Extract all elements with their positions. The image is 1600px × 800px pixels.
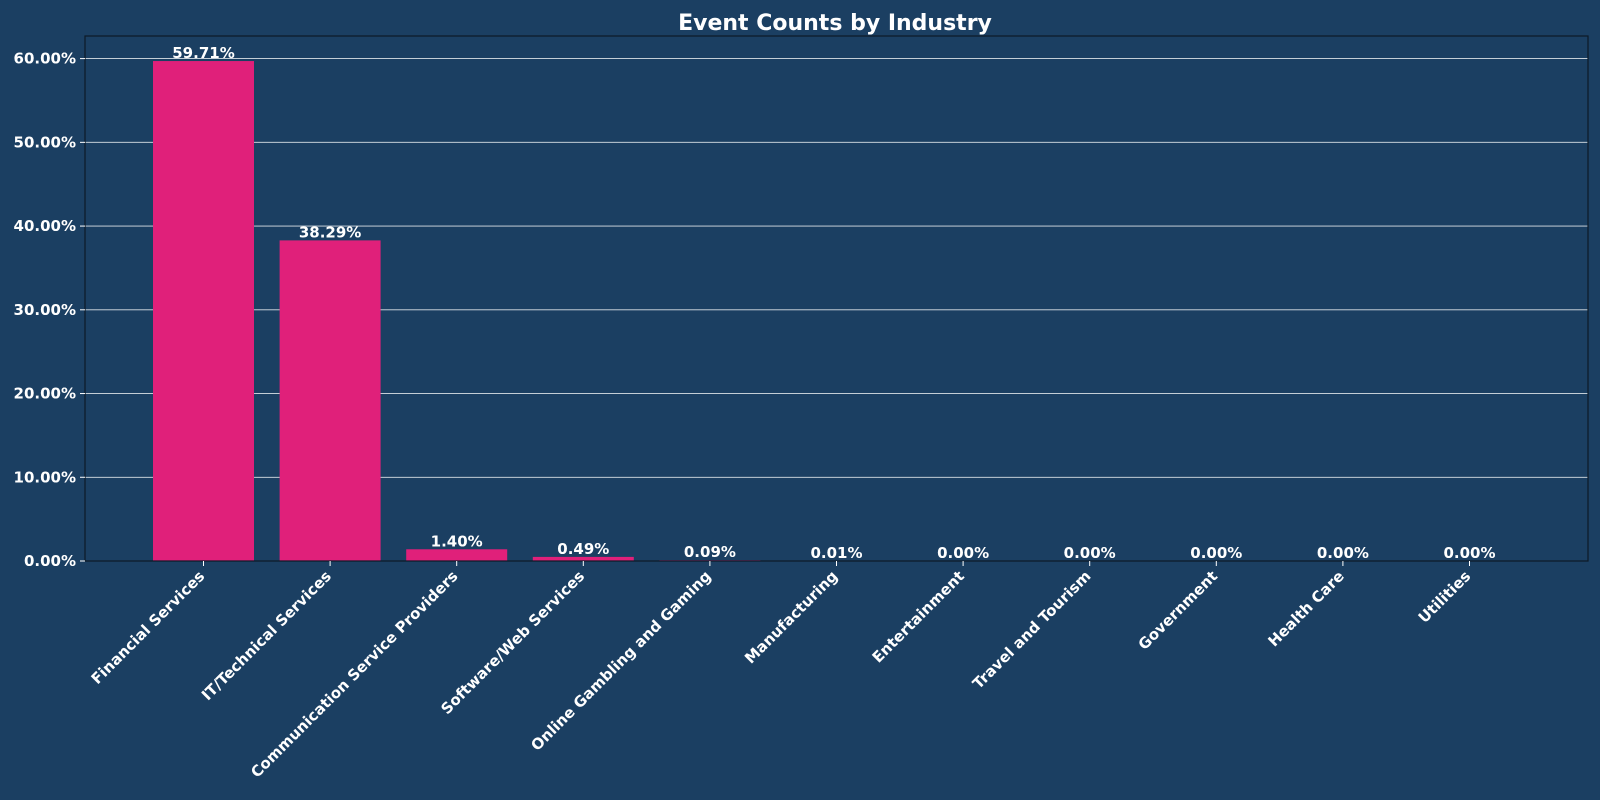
- data-label: 0.49%: [557, 540, 609, 558]
- data-label: 1.40%: [431, 532, 483, 550]
- y-tick-label: 30.00%: [14, 301, 76, 319]
- chart-title: Event Counts by Industry: [678, 11, 992, 36]
- x-category-label: Entertainment: [869, 567, 968, 666]
- x-category-label: Manufacturing: [741, 567, 841, 667]
- y-tick-label: 50.00%: [14, 133, 76, 151]
- data-label: 38.29%: [299, 223, 361, 241]
- data-label: 0.09%: [684, 543, 736, 561]
- y-tick-label: 0.00%: [24, 552, 76, 570]
- x-category-label: Government: [1135, 567, 1221, 653]
- bar: [406, 549, 508, 561]
- x-category-label: Communication Service Providers: [247, 567, 461, 781]
- x-category-label: Travel and Tourism: [969, 567, 1095, 693]
- data-label: 0.00%: [937, 544, 989, 562]
- data-label: 0.00%: [1190, 544, 1242, 562]
- bar: [153, 61, 254, 561]
- y-axis-ticks: 0.00% 10.00% 20.00% 30.00% 40.00% 50.00% 60.00…: [14, 50, 85, 570]
- y-tick-label: 40.00%: [14, 217, 76, 235]
- y-tick-label: 60.00%: [14, 50, 76, 68]
- y-tick-label: 10.00%: [14, 468, 76, 486]
- data-label: 0.01%: [810, 544, 862, 562]
- x-category-label: Software/Web Services: [437, 567, 588, 718]
- bar: [279, 240, 381, 561]
- y-tick-label: 20.00%: [14, 385, 76, 403]
- data-label: 0.00%: [1064, 544, 1116, 562]
- data-label: 59.71%: [172, 44, 234, 62]
- x-category-label: Financial Services: [88, 567, 209, 688]
- data-label: 0.00%: [1317, 544, 1369, 562]
- x-category-label: Health Care: [1264, 567, 1347, 650]
- x-category-label: IT/Technical Services: [198, 567, 335, 704]
- bars: [153, 61, 887, 561]
- bar: [532, 556, 634, 561]
- data-labels: 59.71% 38.29% 1.40% 0.49% 0.09% 0.01% 0.00% 0.0…: [172, 44, 1495, 562]
- data-label: 0.00%: [1443, 544, 1495, 562]
- x-category-label: Utilities: [1415, 567, 1475, 627]
